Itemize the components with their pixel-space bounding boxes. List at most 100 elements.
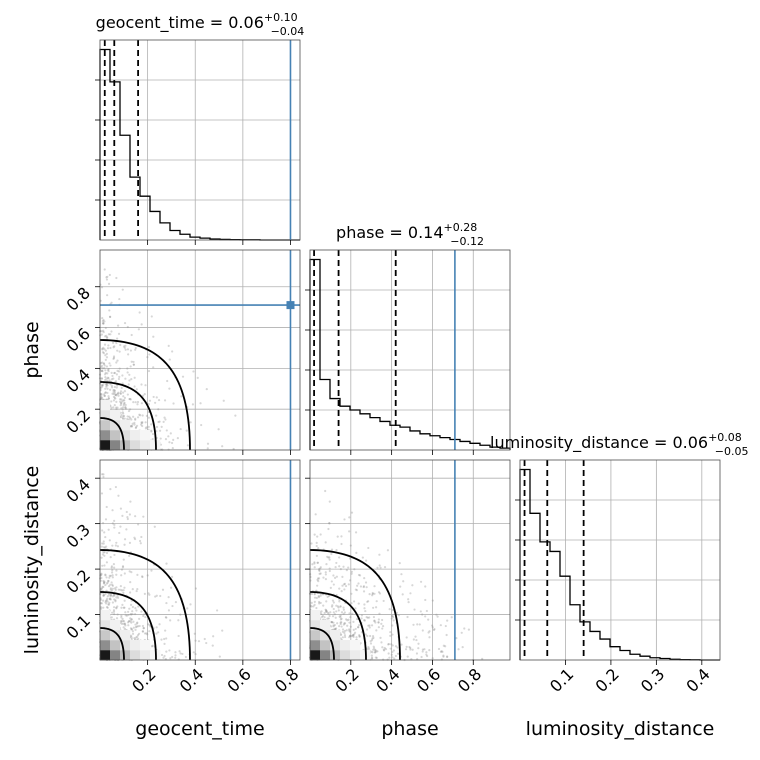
sample-point [100,377,103,380]
sample-point [439,650,443,653]
sample-point [317,594,320,598]
sample-point [389,634,392,637]
sample-point [164,616,167,619]
sample-point [123,623,126,626]
sample-point [139,423,143,426]
sample-point [351,612,354,615]
sample-point [391,644,394,647]
sample-point [104,573,107,576]
hist-panel-phase: phase = 0.14+0.28 −0.12 [305,221,511,455]
title-plus: +0.08 [708,431,742,444]
sample-point [366,616,369,619]
sample-point [345,618,348,621]
sample-point [363,607,366,610]
density-cell [100,410,111,421]
sample-point [349,544,352,547]
sample-point [315,606,318,610]
sample-point [126,367,129,370]
sample-point [104,601,107,604]
sample-point [103,348,106,351]
sample-point [163,654,166,658]
sample-point [115,596,118,599]
sample-point [360,614,364,617]
sample-point [409,646,412,650]
sample-point [137,637,140,640]
sample-point [123,321,127,325]
sample-point [134,418,137,421]
sample-point [325,609,328,612]
sample-point [123,390,127,393]
sample-point [205,388,208,391]
sample-point [444,645,447,648]
sample-point [415,652,419,655]
sample-point [104,373,107,376]
sample-point [168,358,171,361]
sample-point [128,408,132,411]
sample-point [155,632,158,635]
density-cell [130,440,141,451]
sample-point [335,549,338,552]
sample-point [351,634,354,637]
sample-point [122,399,125,402]
sample-point [101,320,105,323]
sample-point [103,268,106,271]
density-cell [100,440,111,451]
sample-point [101,585,104,588]
sample-point [124,344,127,347]
sample-point [136,635,139,638]
sample-point [111,589,114,592]
sample-point [116,349,119,352]
sample-point [102,362,105,365]
sample-point [169,586,173,589]
sample-point [115,400,118,403]
sample-point [325,563,328,566]
sample-point [329,611,332,614]
sample-point [343,611,346,614]
sample-point [163,399,167,402]
sample-point [315,554,318,557]
sample-point [100,587,103,590]
sample-point [338,556,341,559]
sample-point [365,616,368,619]
sample-point [165,562,168,565]
sample-point [145,632,148,635]
sample-point [101,529,104,532]
sample-point [108,597,111,600]
sample-point [400,573,403,576]
sample-point [143,592,146,595]
title-plus: +0.28 [444,221,478,234]
sample-point [352,600,356,603]
sample-point [425,609,428,613]
sample-point [348,516,351,519]
sample-point [184,655,188,659]
sample-point [109,588,112,591]
sample-point [137,523,140,526]
sample-point [419,610,422,613]
sample-point [122,626,125,629]
sample-point [368,626,371,629]
sample-point [113,385,116,389]
sample-point [365,559,368,562]
sample-point [328,569,331,573]
sample-point [148,593,151,596]
sample-point [113,523,116,526]
sample-point [381,646,384,649]
sample-point [104,349,107,352]
sample-point [108,601,111,604]
sample-point [310,605,313,608]
title-minus: −0.04 [271,25,305,38]
sample-point [157,631,160,634]
sample-point [131,422,134,425]
sample-point [417,642,420,645]
sample-point [323,616,326,619]
sample-point [370,656,374,659]
sample-point [318,600,321,604]
title-value: geocent_time = 0.06 [96,13,264,33]
sample-point [134,417,137,420]
panel-title: luminosity_distance = 0.06+0.08 −0.05 [490,431,749,458]
sample-point [134,348,137,351]
sample-point [168,387,171,390]
sample-point [358,574,362,577]
sample-point [348,612,351,615]
